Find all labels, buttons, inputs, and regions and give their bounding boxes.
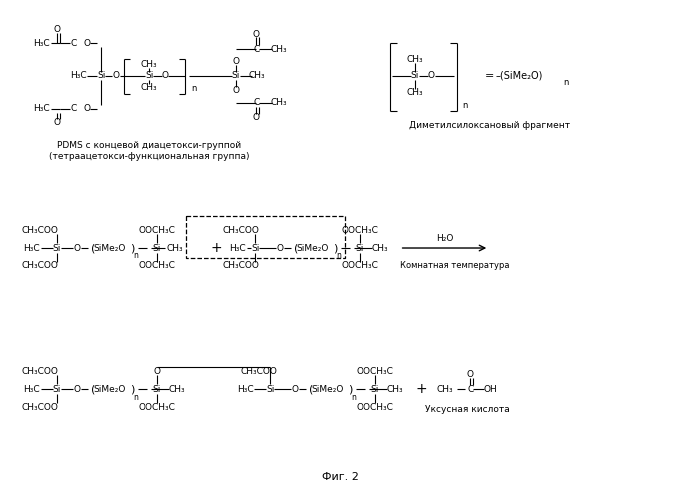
Text: CH₃: CH₃	[386, 384, 403, 394]
Text: O: O	[253, 113, 260, 122]
Text: =: =	[484, 71, 494, 81]
Text: Si: Si	[371, 384, 379, 394]
Text: H₂O: H₂O	[436, 234, 453, 242]
Text: O: O	[428, 72, 435, 80]
Text: H₃C: H₃C	[70, 72, 87, 80]
Bar	[186, 216, 345, 258]
Text: O: O	[84, 38, 91, 48]
Text: Si: Si	[231, 72, 240, 80]
Text: Уксусная кислота: Уксусная кислота	[425, 404, 510, 413]
Text: OOCH₃C: OOCH₃C	[341, 262, 378, 270]
Text: O: O	[154, 367, 160, 376]
Text: Фиг. 2: Фиг. 2	[322, 472, 358, 482]
Text: C: C	[467, 384, 473, 394]
Text: ): )	[130, 243, 135, 253]
Text: CH₃COO: CH₃COO	[22, 402, 58, 411]
Text: CH₃COO: CH₃COO	[22, 367, 58, 376]
Text: Si: Si	[153, 244, 161, 252]
Text: (: (	[294, 243, 299, 253]
Text: H₃C: H₃C	[33, 38, 50, 48]
Text: Si: Si	[252, 244, 260, 252]
Text: CH₃COO: CH₃COO	[222, 226, 260, 234]
Text: n: n	[462, 102, 468, 110]
Text: Si: Si	[266, 384, 275, 394]
Text: CH₃: CH₃	[141, 84, 157, 92]
Text: C: C	[70, 104, 77, 114]
Text: Si: Si	[153, 384, 161, 394]
Text: +: +	[211, 241, 222, 255]
Text: Комнатная температура: Комнатная температура	[400, 262, 509, 270]
Text: n: n	[134, 392, 139, 402]
Text: O: O	[161, 72, 169, 80]
Text: CH₃COO: CH₃COO	[22, 226, 58, 234]
Text: CH₃: CH₃	[167, 244, 183, 252]
Text: n: n	[352, 392, 356, 402]
Text: (: (	[91, 384, 96, 394]
Text: CH₃: CH₃	[371, 244, 388, 252]
Text: O: O	[253, 30, 260, 38]
Text: SiMe₂O: SiMe₂O	[311, 384, 343, 394]
Text: C: C	[254, 44, 260, 54]
Text: CH₃COO: CH₃COO	[22, 262, 58, 270]
Text: OH: OH	[483, 384, 497, 394]
Text: Si: Si	[52, 384, 61, 394]
Text: O: O	[53, 118, 60, 127]
Text: CH₃: CH₃	[436, 384, 453, 394]
Text: CH₃COO: CH₃COO	[241, 367, 277, 376]
Text: CH₃: CH₃	[270, 44, 287, 54]
Text: C: C	[70, 38, 77, 48]
Text: Диметилсилоксановый фрагмент: Диметилсилоксановый фрагмент	[409, 121, 570, 130]
Text: OOCH₃C: OOCH₃C	[356, 367, 393, 376]
Text: O: O	[113, 72, 120, 80]
Text: H₃C: H₃C	[237, 384, 254, 394]
Text: OOCH₃C: OOCH₃C	[139, 226, 175, 234]
Text: (: (	[91, 243, 96, 253]
Text: CH₃: CH₃	[406, 88, 423, 98]
Text: O: O	[466, 370, 474, 379]
Text: OOCH₃C: OOCH₃C	[341, 226, 378, 234]
Text: O: O	[232, 86, 239, 96]
Text: O: O	[277, 244, 284, 252]
Text: CH₃: CH₃	[406, 54, 423, 64]
Text: H₃C: H₃C	[229, 244, 246, 252]
Text: ): )	[333, 243, 337, 253]
Text: H₃C: H₃C	[33, 104, 50, 114]
Text: n: n	[191, 84, 197, 94]
Text: SiMe₂O: SiMe₂O	[93, 384, 126, 394]
Text: CH₃: CH₃	[248, 72, 265, 80]
Text: Si: Si	[97, 72, 105, 80]
Text: PDMS с концевой диацетокси-группой: PDMS с концевой диацетокси-группой	[57, 141, 241, 150]
Text: n: n	[134, 252, 139, 260]
Text: O: O	[84, 104, 91, 114]
Text: CH₃: CH₃	[270, 98, 287, 108]
Text: H₃C: H₃C	[23, 384, 40, 394]
Text: CH₃: CH₃	[169, 384, 185, 394]
Text: ): )	[130, 384, 135, 394]
Text: C: C	[254, 98, 260, 108]
Text: CH₃COO: CH₃COO	[222, 262, 260, 270]
Text: H₃C: H₃C	[23, 244, 40, 252]
Text: n: n	[337, 252, 341, 260]
Text: (: (	[309, 384, 313, 394]
Text: O: O	[292, 384, 299, 394]
Text: O: O	[53, 24, 60, 34]
Text: OOCH₃C: OOCH₃C	[356, 402, 393, 411]
Text: CH₃: CH₃	[141, 60, 157, 68]
Text: O: O	[74, 384, 81, 394]
Text: O: O	[74, 244, 81, 252]
Text: –(SiMe₂O): –(SiMe₂O)	[495, 71, 543, 81]
Text: Si: Si	[411, 72, 419, 80]
Text: OOCH₃C: OOCH₃C	[139, 402, 175, 411]
Text: O: O	[232, 56, 239, 66]
Text: Si: Si	[356, 244, 364, 252]
Text: +: +	[415, 382, 427, 396]
Text: (тетраацетокси-функциональная группа): (тетраацетокси-функциональная группа)	[49, 152, 250, 161]
Text: n: n	[563, 78, 568, 88]
Text: SiMe₂O: SiMe₂O	[296, 244, 328, 252]
Text: Si: Si	[52, 244, 61, 252]
Text: OOCH₃C: OOCH₃C	[139, 262, 175, 270]
Text: Si: Si	[145, 72, 153, 80]
Text: ): )	[347, 384, 352, 394]
Text: SiMe₂O: SiMe₂O	[93, 244, 126, 252]
